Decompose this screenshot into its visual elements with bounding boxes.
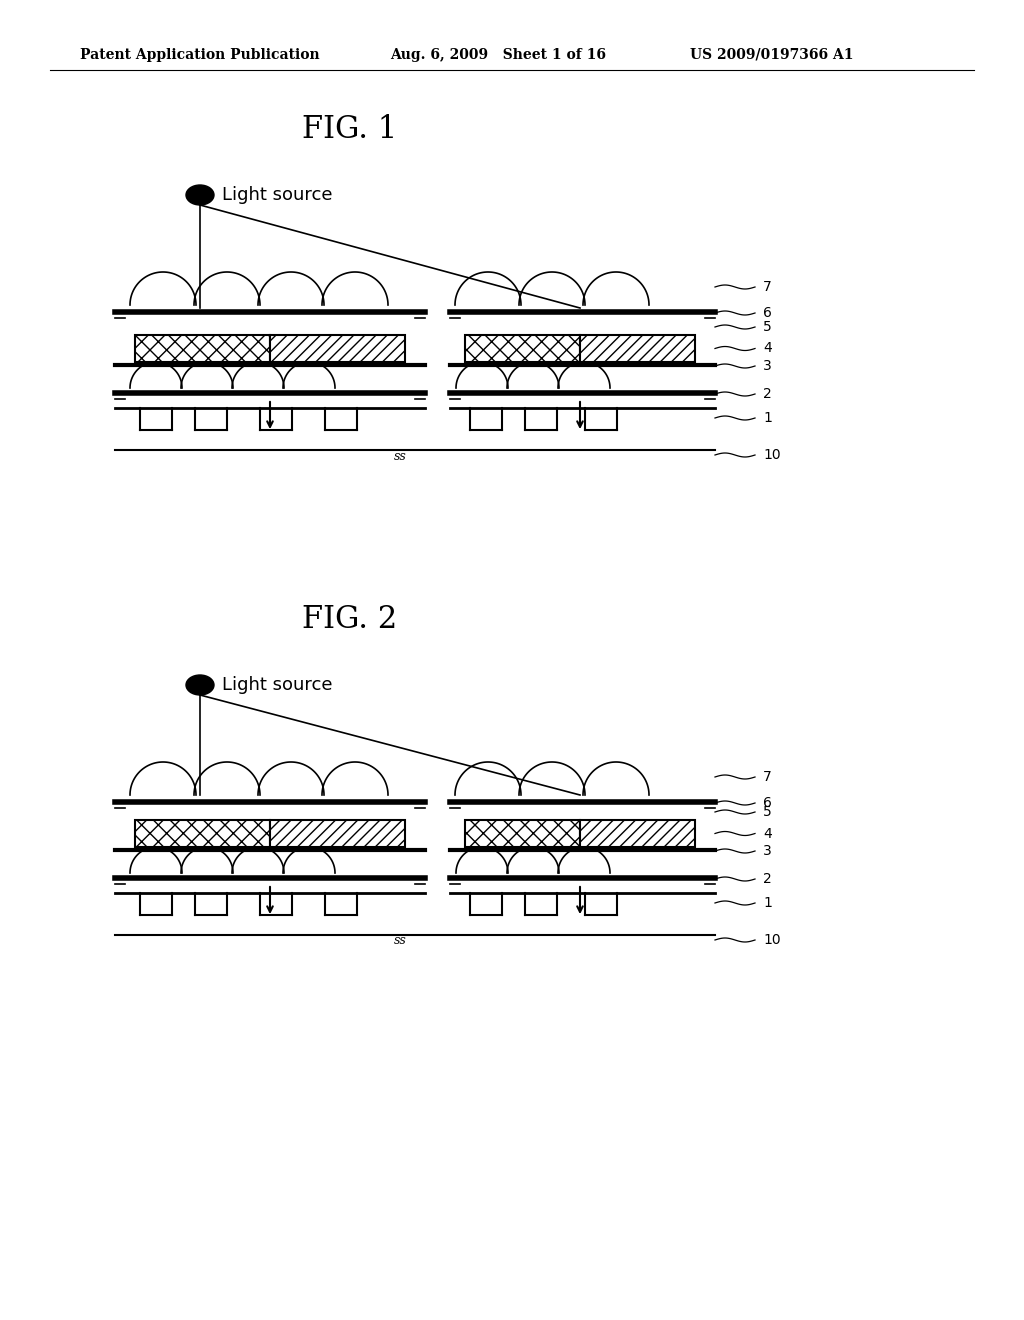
Text: 2: 2 bbox=[763, 873, 772, 886]
Text: 4: 4 bbox=[763, 826, 772, 841]
Text: Light source: Light source bbox=[222, 186, 333, 205]
Text: ss: ss bbox=[393, 935, 407, 948]
Text: 1: 1 bbox=[763, 896, 772, 909]
Text: 10: 10 bbox=[763, 933, 780, 946]
Ellipse shape bbox=[186, 185, 214, 205]
Text: US 2009/0197366 A1: US 2009/0197366 A1 bbox=[690, 48, 853, 62]
Bar bbox=[135, 820, 270, 847]
Bar bbox=[465, 335, 580, 362]
Text: Light source: Light source bbox=[222, 676, 333, 694]
Text: 3: 3 bbox=[763, 843, 772, 858]
Text: ss: ss bbox=[393, 450, 407, 462]
Text: 2: 2 bbox=[763, 387, 772, 401]
Ellipse shape bbox=[186, 675, 214, 696]
Text: 5: 5 bbox=[763, 805, 772, 818]
Text: 5: 5 bbox=[763, 319, 772, 334]
Text: Patent Application Publication: Patent Application Publication bbox=[80, 48, 319, 62]
Text: 1: 1 bbox=[763, 411, 772, 425]
Text: FIG. 1: FIG. 1 bbox=[302, 115, 397, 145]
Bar bbox=[270, 820, 406, 847]
Text: 6: 6 bbox=[763, 306, 772, 319]
Text: 10: 10 bbox=[763, 447, 780, 462]
Text: 4: 4 bbox=[763, 342, 772, 355]
Bar bbox=[580, 820, 695, 847]
Text: 3: 3 bbox=[763, 359, 772, 374]
Text: 7: 7 bbox=[763, 770, 772, 784]
Bar bbox=[270, 335, 406, 362]
Text: Aug. 6, 2009   Sheet 1 of 16: Aug. 6, 2009 Sheet 1 of 16 bbox=[390, 48, 606, 62]
Text: 6: 6 bbox=[763, 796, 772, 810]
Bar bbox=[580, 335, 695, 362]
Bar bbox=[135, 335, 270, 362]
Text: 7: 7 bbox=[763, 280, 772, 294]
Bar bbox=[465, 820, 580, 847]
Text: FIG. 2: FIG. 2 bbox=[302, 605, 397, 635]
